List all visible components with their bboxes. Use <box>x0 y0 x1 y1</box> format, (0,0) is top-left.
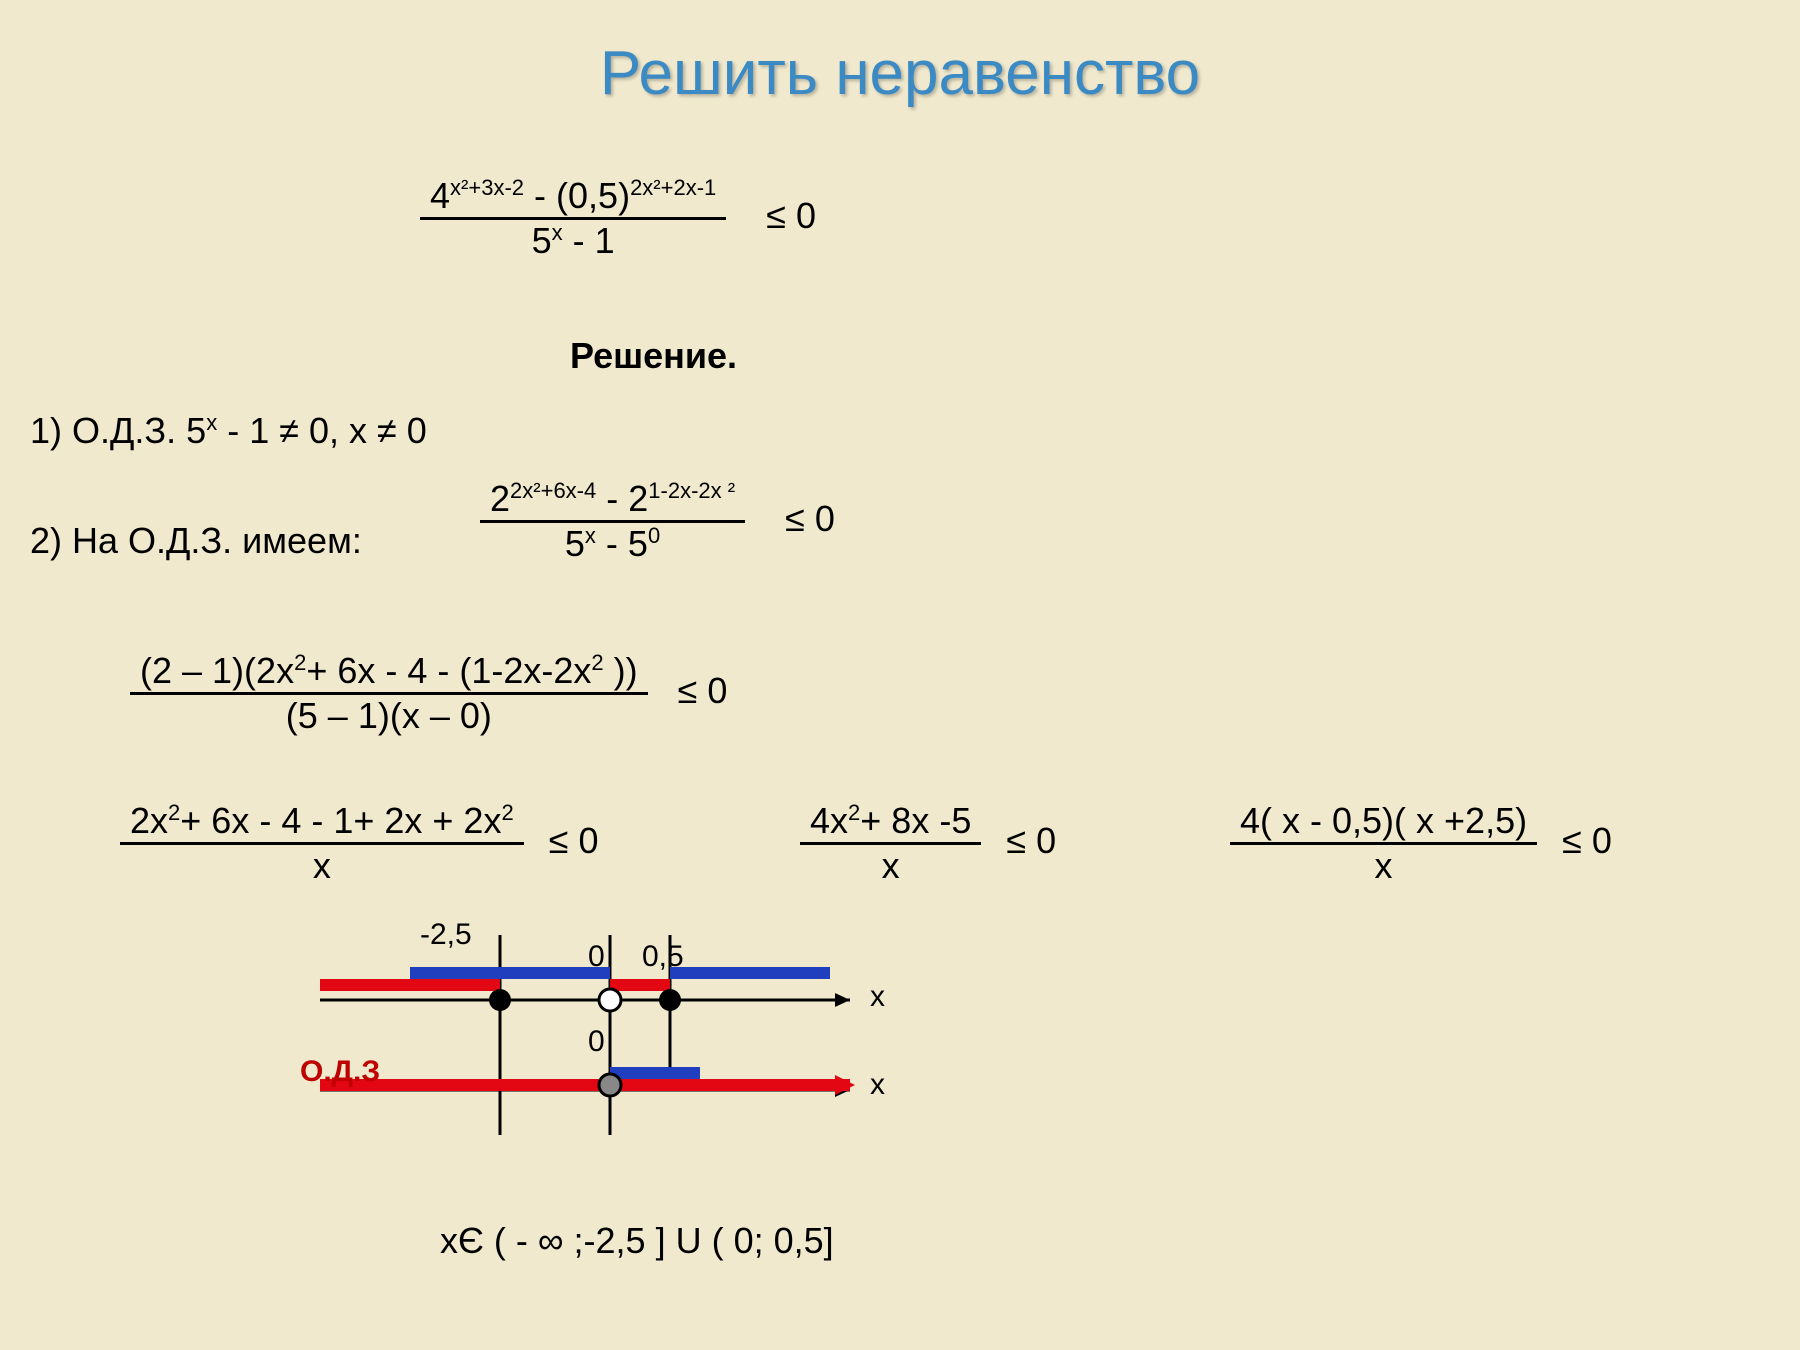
odz-label: О.Д.З <box>300 1055 380 1089</box>
ineq-rel: ≤ 0 <box>766 195 816 236</box>
answer-var: xЄ <box>440 1220 484 1261</box>
step1-label: 1) О.Д.З. <box>30 410 186 451</box>
num-right-exp: 2x²+2x-1 <box>630 175 716 200</box>
step4c: 4( x - 0,5)( x +2,5) x ≤ 0 <box>1230 800 1612 887</box>
s2-dmid: - <box>596 523 628 564</box>
s4b-den: x <box>800 845 981 887</box>
s4a-bexp: 2 <box>501 800 513 825</box>
s4b-aexp: 2 <box>848 800 860 825</box>
s2-dr-exp: 0 <box>648 523 660 548</box>
step3: (2 – 1)(2x2+ 6x - 4 - (1-2x-2x2 )) (5 – … <box>130 650 727 737</box>
s3-rel: ≤ 0 <box>678 670 728 711</box>
s3bexp: 2 <box>294 650 306 675</box>
step4a: 2x2+ 6x - 4 - 1+ 2x + 2x2 x ≤ 0 <box>120 800 599 887</box>
s4a-a: 2x <box>130 800 168 841</box>
s4a-rel: ≤ 0 <box>549 820 599 861</box>
s4a-den: x <box>120 845 524 887</box>
den-base: 5 <box>532 220 552 261</box>
s2-nr-base: 2 <box>628 478 648 519</box>
step2-label: 2) На О.Д.З. имеем: <box>30 520 362 562</box>
s2-dl-base: 5 <box>565 523 585 564</box>
answer: xЄ ( - ∞ ;-2,5 ] U ( 0; 0,5] <box>440 1220 834 1262</box>
num-left-base: 4 <box>430 175 450 216</box>
number-line-diagram <box>290 925 940 1185</box>
neq-strokes <box>280 395 780 455</box>
s2-dr-base: 5 <box>628 523 648 564</box>
s2-rel: ≤ 0 <box>785 498 835 539</box>
den-rest: - 1 <box>563 220 615 261</box>
s4b-b: + 8x -5 <box>860 800 971 841</box>
step2-frac: 22x²+6x-4 - 21-2x-2x ² 5x - 50 ≤ 0 <box>480 478 835 565</box>
s4b-rel: ≤ 0 <box>1006 820 1056 861</box>
s3c: + 6x - 4 - (1-2x-2x <box>306 650 591 691</box>
main-inequality: 4x²+3x-2 - (0,5)2x²+2x-1 5x - 1 ≤ 0 <box>420 175 816 262</box>
s2-nl-exp: 2x²+6x-4 <box>510 478 596 503</box>
s4c-rel: ≤ 0 <box>1562 820 1612 861</box>
s4c-num: 4( x - 0,5)( x +2,5) <box>1230 800 1537 845</box>
page-title: Решить неравенство <box>0 0 1800 109</box>
s4a-aexp: 2 <box>168 800 180 825</box>
s2-dl-exp: x <box>585 523 596 548</box>
den-exp: x <box>552 220 563 245</box>
minus-1: - <box>534 175 556 216</box>
label-05: 0,5 <box>642 940 684 974</box>
solution-label: Решение. <box>570 335 737 377</box>
step1-base: 5 <box>186 410 206 451</box>
step1-exp: x <box>206 410 217 435</box>
s3d: )) <box>604 650 638 691</box>
label-neg25: -2,5 <box>420 918 472 952</box>
s4b-a: 4x <box>810 800 848 841</box>
s4a-b: + 6x - 4 - 1+ 2x + 2x <box>180 800 501 841</box>
s3a: (2 – 1)( <box>140 650 256 691</box>
s3b: 2x <box>256 650 294 691</box>
s2-nl-base: 2 <box>490 478 510 519</box>
axis-label-1: x <box>870 980 885 1014</box>
axis-label-2: x <box>870 1068 885 1102</box>
num-right-base: (0,5) <box>556 175 630 216</box>
num-left-exp: x²+3x-2 <box>450 175 524 200</box>
s3-den: (5 – 1)(x – 0) <box>130 695 648 737</box>
step4b: 4x2+ 8x -5 x ≤ 0 <box>800 800 1056 887</box>
s2-minus: - <box>606 478 628 519</box>
label-0b: 0 <box>588 1025 605 1059</box>
s3cexp: 2 <box>591 650 603 675</box>
label-0a: 0 <box>588 940 605 974</box>
s2-nr-exp: 1-2x-2x ² <box>648 478 735 503</box>
s4c-den: x <box>1230 845 1537 887</box>
answer-interval: ( - ∞ ;-2,5 ] U ( 0; 0,5] <box>494 1220 834 1261</box>
